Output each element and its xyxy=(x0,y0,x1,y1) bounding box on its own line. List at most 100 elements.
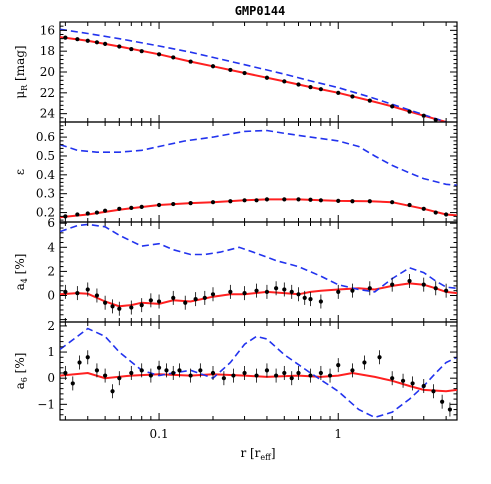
data-point xyxy=(407,202,412,208)
plot-area xyxy=(60,223,457,316)
y-label-main: a xyxy=(13,283,27,290)
data-point xyxy=(367,286,372,291)
y-tick-label: 1 xyxy=(47,345,55,359)
data-point xyxy=(188,373,193,378)
data-point xyxy=(171,55,176,60)
data-point xyxy=(117,306,122,311)
data-point xyxy=(377,355,382,360)
data-point xyxy=(350,199,355,204)
data-point xyxy=(156,299,162,304)
data-point xyxy=(367,98,372,103)
data-point xyxy=(183,300,188,305)
data-point xyxy=(210,292,216,297)
data-point xyxy=(302,295,307,301)
data-point xyxy=(350,368,355,373)
comparison-line xyxy=(60,223,457,293)
data-point xyxy=(221,376,226,381)
data-point xyxy=(63,370,68,376)
data-point xyxy=(336,90,341,95)
data-point xyxy=(103,41,108,46)
data-point xyxy=(77,360,82,365)
data-point xyxy=(103,373,108,378)
data-point xyxy=(75,290,80,296)
y-label-main: a xyxy=(13,382,27,389)
data-point xyxy=(296,197,301,202)
data-point xyxy=(202,295,207,301)
comparison-line xyxy=(60,327,457,419)
x-tick-label: 0.1 xyxy=(150,427,169,441)
y-label-unit: [%] xyxy=(13,353,27,378)
data-point xyxy=(85,211,90,216)
data-point xyxy=(444,288,449,293)
y-tick-label: 4 xyxy=(47,240,55,254)
data-point xyxy=(308,297,313,302)
data-point xyxy=(171,295,176,301)
data-point xyxy=(198,368,203,373)
data-point xyxy=(390,200,395,205)
data-point xyxy=(117,206,122,211)
data-point xyxy=(117,376,122,381)
data-point xyxy=(63,289,68,294)
y-tick-label: 0.2 xyxy=(36,206,55,220)
data-point xyxy=(139,49,144,54)
data-point xyxy=(254,373,259,378)
data-point xyxy=(264,75,270,80)
y-tick-label: 0.3 xyxy=(36,187,55,201)
y-label-main: μ xyxy=(13,91,27,99)
data-point xyxy=(63,214,68,219)
data-point xyxy=(242,70,247,76)
y-tick-label: 0.5 xyxy=(36,149,55,163)
data-point xyxy=(407,278,412,284)
y-tick-label: 18 xyxy=(40,44,55,58)
data-point xyxy=(139,204,144,210)
data-point xyxy=(367,199,372,204)
data-point xyxy=(433,210,438,215)
x-axis-label: r [reff] xyxy=(240,446,275,462)
y-tick-label: 6 xyxy=(47,216,55,230)
data-point xyxy=(264,289,270,294)
data-point xyxy=(390,282,395,287)
data-point xyxy=(433,117,438,122)
data-point xyxy=(282,79,287,84)
x-label-main: r [r xyxy=(240,446,260,460)
data-point xyxy=(228,289,233,294)
y-tick-label: 24 xyxy=(40,107,56,121)
data-point xyxy=(94,40,100,45)
data-point xyxy=(75,212,80,217)
data-point xyxy=(171,370,176,376)
data-point xyxy=(447,407,453,412)
y-axis-label: μR [mag] xyxy=(13,45,29,98)
data-point xyxy=(421,383,426,389)
data-point xyxy=(110,389,115,394)
data-point xyxy=(421,113,426,118)
panel-frame xyxy=(59,321,458,421)
data-point xyxy=(433,286,438,291)
data-point xyxy=(289,289,294,294)
data-point xyxy=(139,303,144,308)
data-point xyxy=(421,282,426,287)
y-label-subscript: R xyxy=(20,84,29,91)
data-point xyxy=(228,67,233,73)
x-label-subscript: eff xyxy=(260,453,272,462)
data-point xyxy=(336,363,341,368)
data-point xyxy=(264,197,270,202)
data-point xyxy=(228,199,233,204)
y-label-unit: [%] xyxy=(13,254,27,279)
data-point xyxy=(431,389,436,394)
data-point xyxy=(350,94,355,99)
x-label-close: ] xyxy=(271,446,276,460)
plot-area xyxy=(60,327,457,419)
y-tick-label: −1 xyxy=(37,397,55,411)
data-point xyxy=(156,52,162,57)
y-label-main: ε xyxy=(13,169,27,175)
data-point xyxy=(75,37,80,42)
y-label-unit: [mag] xyxy=(13,45,27,84)
data-point xyxy=(85,38,90,43)
data-point xyxy=(94,293,100,298)
data-point xyxy=(103,208,108,213)
data-point xyxy=(264,368,270,373)
data-point xyxy=(210,200,216,205)
data-point xyxy=(444,212,449,217)
y-axis-label: a6 [%] xyxy=(13,353,29,390)
